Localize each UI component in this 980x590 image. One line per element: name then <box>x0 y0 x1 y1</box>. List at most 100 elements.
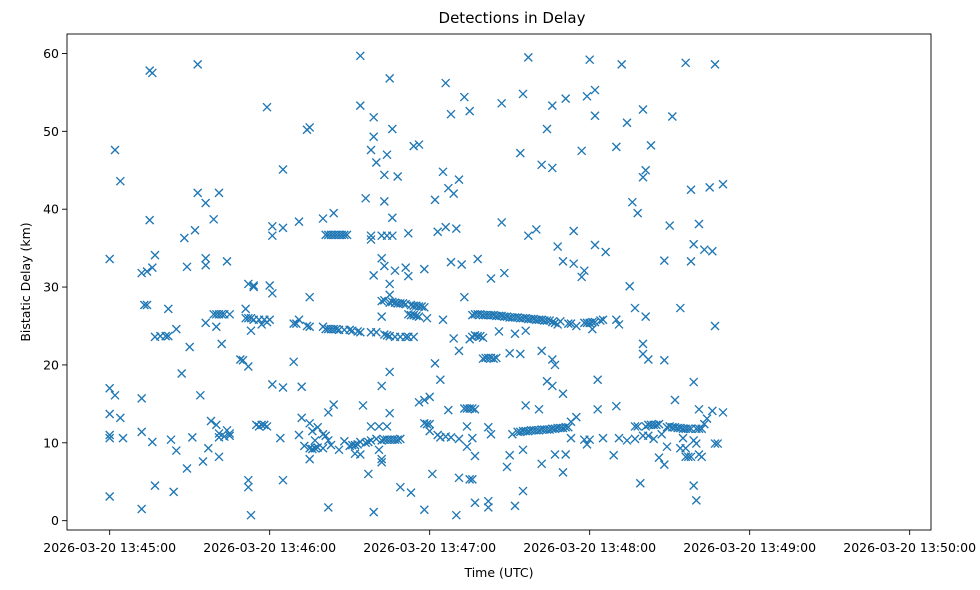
data-point <box>670 395 680 405</box>
data-point <box>369 112 379 122</box>
data-point <box>443 405 453 415</box>
data-point <box>377 454 387 464</box>
data-point <box>363 437 373 447</box>
data-point <box>451 510 461 520</box>
data-point <box>243 482 253 492</box>
data-point <box>497 98 507 108</box>
data-point <box>433 227 443 237</box>
data-point <box>137 427 147 437</box>
data-point <box>307 444 317 454</box>
data-point <box>166 435 176 445</box>
y-tick-label: 50 <box>43 124 59 139</box>
data-point <box>523 231 533 241</box>
data-point <box>585 55 595 65</box>
data-point <box>710 439 720 449</box>
data-point <box>323 435 333 445</box>
data-point <box>147 437 157 447</box>
data-point <box>299 441 309 451</box>
data-point <box>593 375 603 385</box>
data-point <box>563 319 573 329</box>
data-point <box>425 419 435 429</box>
data-point <box>470 498 480 508</box>
data-point <box>697 424 707 434</box>
data-point <box>449 333 459 343</box>
data-point <box>699 245 709 255</box>
data-point <box>542 124 552 134</box>
data-point <box>465 474 475 484</box>
data-point <box>705 182 715 192</box>
data-point <box>334 445 344 455</box>
data-point <box>699 419 709 429</box>
data-point <box>211 420 221 430</box>
data-point <box>547 101 557 111</box>
y-tick-label: 20 <box>43 357 59 372</box>
data-point <box>137 393 147 403</box>
data-point <box>577 272 587 282</box>
data-point <box>147 68 157 78</box>
y-tick-label: 30 <box>43 280 59 295</box>
data-point <box>689 239 699 249</box>
data-point <box>275 433 285 443</box>
data-point <box>110 145 120 155</box>
data-point <box>355 101 365 111</box>
data-point <box>441 78 451 88</box>
data-point <box>105 409 115 419</box>
data-point <box>633 421 643 431</box>
data-point <box>571 412 581 422</box>
data-point <box>635 478 645 488</box>
data-point <box>105 383 115 393</box>
data-point <box>193 188 203 198</box>
data-point <box>105 254 115 264</box>
data-point <box>505 450 515 460</box>
data-point <box>438 167 448 177</box>
data-point <box>371 434 381 444</box>
data-point <box>267 221 277 231</box>
data-point <box>190 225 200 235</box>
data-point <box>385 73 395 83</box>
data-point <box>486 429 496 439</box>
x-tick-label: 2026-03-20 13:45:00 <box>43 540 176 555</box>
data-point <box>641 312 651 322</box>
data-point <box>518 89 528 99</box>
data-point <box>446 109 456 119</box>
data-point <box>278 223 288 233</box>
data-point <box>289 319 299 329</box>
data-point <box>686 256 696 266</box>
data-point <box>521 326 531 336</box>
data-point <box>355 327 365 337</box>
data-point <box>377 457 387 467</box>
data-point <box>374 421 384 431</box>
data-point <box>497 217 507 227</box>
data-point <box>467 404 477 414</box>
data-point <box>401 332 411 342</box>
data-point <box>187 432 197 442</box>
data-point <box>659 355 669 365</box>
data-point <box>427 469 437 479</box>
data-point <box>625 281 635 291</box>
data-point <box>707 406 717 416</box>
data-point <box>206 416 216 426</box>
data-point <box>617 59 627 69</box>
data-point <box>718 407 728 417</box>
data-point <box>355 51 365 61</box>
chart-title: Detections in Delay <box>439 9 586 27</box>
data-point <box>403 228 413 238</box>
data-point <box>142 300 152 310</box>
data-point <box>577 146 587 156</box>
data-point <box>387 213 397 223</box>
data-point <box>390 266 400 276</box>
data-point <box>462 442 472 452</box>
data-point <box>638 172 648 182</box>
data-point <box>483 422 493 432</box>
data-point <box>547 317 557 327</box>
data-point <box>507 429 517 439</box>
data-point <box>147 263 157 273</box>
data-point <box>118 433 128 443</box>
x-axis-label: Time (UTC) <box>463 565 533 580</box>
data-point <box>590 85 600 95</box>
data-point <box>643 354 653 364</box>
data-point <box>454 473 464 483</box>
data-point <box>430 195 440 205</box>
data-point <box>417 302 427 312</box>
data-point <box>305 454 315 464</box>
